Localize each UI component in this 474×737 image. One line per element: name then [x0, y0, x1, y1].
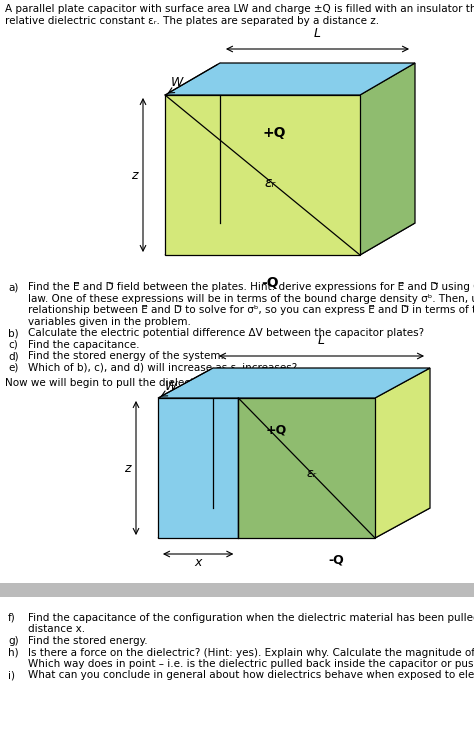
Text: f): f): [8, 613, 16, 623]
Polygon shape: [158, 368, 430, 398]
Text: Is there a force on the dielectric? (Hint: yes). Explain why. Calculate the magn: Is there a force on the dielectric? (Hin…: [28, 648, 474, 657]
Text: W: W: [170, 75, 182, 88]
Text: εᵣ: εᵣ: [265, 176, 276, 190]
Text: relative dielectric constant εᵣ. The plates are separated by a distance z.: relative dielectric constant εᵣ. The pla…: [5, 16, 379, 26]
Text: h): h): [8, 648, 18, 657]
Text: law. One of these expressions will be in terms of the bound charge density σᵇ. T: law. One of these expressions will be in…: [28, 293, 474, 304]
Text: Find the E⃗ and D⃗ field between the plates. Hint: derive expressions for E⃗ and: Find the E⃗ and D⃗ field between the pla…: [28, 282, 474, 292]
Text: i): i): [8, 671, 15, 680]
Polygon shape: [360, 63, 415, 255]
Text: A parallel plate capacitor with surface area LW and charge ±Q is filled with an : A parallel plate capacitor with surface …: [5, 4, 474, 14]
Polygon shape: [158, 508, 430, 538]
Text: Find the stored energy of the system.: Find the stored energy of the system.: [28, 351, 224, 361]
Text: d): d): [8, 351, 18, 361]
Text: variables given in the problem.: variables given in the problem.: [28, 316, 191, 326]
Text: c): c): [8, 340, 18, 349]
Text: What can you conclude in general about how dielectrics behave when exposed to el: What can you conclude in general about h…: [28, 671, 474, 680]
Text: Find the capacitance of the configuration when the dielectric material has been : Find the capacitance of the configuratio…: [28, 613, 474, 623]
Polygon shape: [165, 223, 415, 255]
Text: relationship between E⃗ and D⃗ to solve for σᵇ, so you can express E⃗ and D⃗ in : relationship between E⃗ and D⃗ to solve …: [28, 305, 474, 315]
Text: -Q: -Q: [262, 276, 279, 290]
Text: L: L: [318, 334, 325, 347]
Text: Find the stored energy.: Find the stored energy.: [28, 636, 147, 646]
Text: b): b): [8, 328, 18, 338]
Text: +Q: +Q: [266, 424, 287, 436]
Polygon shape: [238, 398, 375, 538]
Text: Now we will begin to pull the dielectric material out from between the 2 plates.: Now we will begin to pull the dielectric…: [5, 378, 419, 388]
Text: +Q: +Q: [263, 126, 286, 140]
Text: -Q: -Q: [329, 553, 345, 567]
Text: Calculate the electric potential difference ΔV between the capacitor plates?: Calculate the electric potential differe…: [28, 328, 424, 338]
Polygon shape: [165, 95, 360, 255]
Text: Which of b), c), and d) will increase as εᵣ increases?: Which of b), c), and d) will increase as…: [28, 363, 297, 372]
Text: x: x: [194, 556, 202, 569]
Text: g): g): [8, 636, 18, 646]
Text: εᵣ: εᵣ: [307, 467, 317, 480]
Text: L: L: [314, 27, 321, 40]
Text: Find the capacitance.: Find the capacitance.: [28, 340, 139, 349]
Text: distance x.: distance x.: [28, 624, 85, 635]
Text: a): a): [8, 282, 18, 292]
Polygon shape: [375, 368, 430, 538]
Text: Which way does in point – i.e. is the dielectric pulled back inside the capacito: Which way does in point – i.e. is the di…: [28, 659, 474, 669]
Text: z: z: [125, 461, 131, 475]
Polygon shape: [165, 63, 415, 95]
Text: e): e): [8, 363, 18, 372]
Polygon shape: [158, 398, 238, 538]
Text: z: z: [131, 169, 138, 181]
Text: W: W: [164, 380, 177, 393]
Bar: [0, 583, 474, 597]
